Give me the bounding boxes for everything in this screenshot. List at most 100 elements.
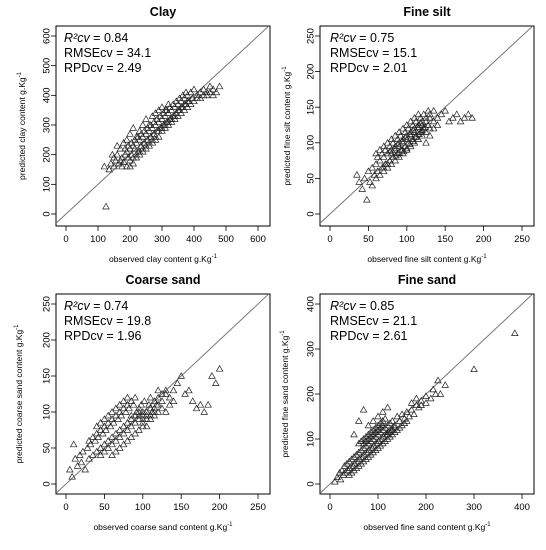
data-point xyxy=(399,135,407,142)
data-point xyxy=(202,88,211,96)
data-point xyxy=(89,433,97,440)
data-point xyxy=(364,430,373,438)
data-point xyxy=(366,428,375,435)
data-point xyxy=(383,430,392,438)
x-tick-label: 400 xyxy=(514,502,530,513)
data-point xyxy=(150,411,159,419)
data-point xyxy=(135,426,143,433)
data-point xyxy=(354,448,363,456)
x-tick-label: 250 xyxy=(250,502,266,513)
data-point xyxy=(421,123,430,130)
data-point xyxy=(415,130,423,138)
stat-rmse: RMSEcv = 19.8 xyxy=(64,314,151,328)
data-point xyxy=(135,404,143,412)
data-point xyxy=(117,411,126,419)
data-point xyxy=(137,400,146,408)
data-point xyxy=(142,422,151,430)
y-tick-label: 200 xyxy=(42,147,53,163)
chart-title: Fine silt xyxy=(403,5,451,19)
data-point xyxy=(138,422,147,430)
data-point xyxy=(407,405,416,413)
data-point xyxy=(374,412,382,420)
data-point xyxy=(388,417,397,424)
data-point xyxy=(142,411,151,419)
data-point xyxy=(340,462,349,469)
data-point xyxy=(341,468,350,476)
data-point xyxy=(69,440,78,448)
data-point xyxy=(182,88,190,96)
data-point xyxy=(352,464,361,471)
data-point xyxy=(200,408,209,415)
data-point xyxy=(330,477,339,485)
data-point xyxy=(374,430,382,438)
x-axis-label: observed fine sand content g.Kg-1 xyxy=(363,522,491,532)
data-point xyxy=(212,88,221,96)
data-point xyxy=(131,418,139,426)
data-point xyxy=(68,472,76,480)
data-point xyxy=(409,137,417,145)
data-point xyxy=(383,163,392,171)
data-point xyxy=(102,202,110,210)
data-point xyxy=(376,423,385,431)
data-point xyxy=(378,439,387,447)
data-point xyxy=(378,417,387,424)
data-point xyxy=(345,457,354,465)
x-tick-label: 200 xyxy=(476,234,492,245)
data-point xyxy=(151,132,160,140)
data-point xyxy=(390,423,399,431)
data-point xyxy=(383,160,392,167)
data-point xyxy=(406,117,415,125)
data-point xyxy=(211,379,220,386)
data-point xyxy=(418,128,426,135)
data-point xyxy=(437,110,446,118)
stats-block: R²cv = 0.75 RMSEcv = 15.1 RPDcv = 2.01 xyxy=(330,31,417,75)
y-tick-label: 250 xyxy=(42,296,53,312)
data-point xyxy=(422,113,430,121)
x-tick-label: 0 xyxy=(63,234,68,245)
y-tick-label: 300 xyxy=(42,117,53,133)
data-point xyxy=(183,97,192,105)
x-tick-label: 100 xyxy=(370,502,386,513)
data-point xyxy=(351,459,359,467)
data-point xyxy=(115,400,124,408)
data-point xyxy=(83,444,92,451)
data-point xyxy=(100,440,109,448)
data-point xyxy=(429,124,438,132)
data-point xyxy=(452,110,461,118)
y-tick-label: 600 xyxy=(42,28,53,44)
data-point xyxy=(441,381,450,388)
data-point xyxy=(86,440,95,448)
data-point xyxy=(131,418,139,426)
data-point xyxy=(79,447,87,455)
data-point xyxy=(416,118,425,126)
data-point xyxy=(146,411,155,419)
data-point xyxy=(429,117,438,125)
y-tick-label: 300 xyxy=(306,341,317,357)
data-point xyxy=(115,444,124,451)
data-point xyxy=(369,426,378,433)
data-point xyxy=(422,138,430,146)
x-tick-label: 0 xyxy=(327,502,332,513)
data-point xyxy=(215,82,224,90)
data-point xyxy=(406,142,415,150)
data-point xyxy=(123,393,132,401)
data-point xyxy=(381,437,390,444)
data-point xyxy=(383,435,392,442)
data-point xyxy=(402,146,411,153)
data-point xyxy=(406,130,414,138)
data-point xyxy=(362,432,370,440)
panel-coarse-sand: Coarse sand observed coarse sand content… xyxy=(14,273,271,532)
data-point xyxy=(386,419,394,426)
data-point xyxy=(369,417,378,424)
data-point xyxy=(399,124,407,132)
data-point xyxy=(378,421,387,429)
y-tick-label: 50 xyxy=(306,173,317,184)
data-point xyxy=(360,174,369,182)
data-point xyxy=(433,121,442,128)
data-point xyxy=(374,421,382,429)
data-point xyxy=(190,85,198,93)
data-point xyxy=(66,465,74,473)
y-tick-label: 0 xyxy=(306,211,317,216)
y-axis-label: predicted coarse sand content g.Kg-1 xyxy=(14,324,24,464)
data-point xyxy=(378,149,387,157)
